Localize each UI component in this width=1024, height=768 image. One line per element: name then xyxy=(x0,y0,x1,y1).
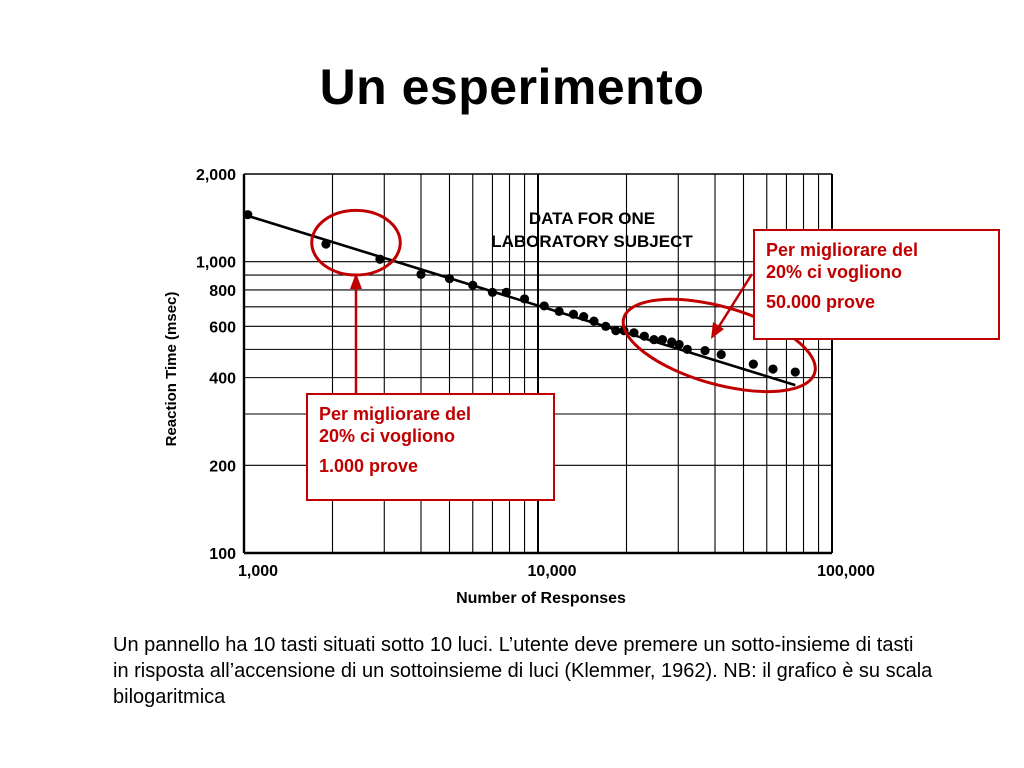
data-point xyxy=(657,335,668,345)
data-point xyxy=(700,346,710,356)
data-point xyxy=(375,254,385,264)
data-point xyxy=(682,344,692,354)
data-point xyxy=(601,321,611,331)
data-point xyxy=(444,273,455,284)
data-point xyxy=(674,339,684,350)
data-point xyxy=(768,364,778,374)
trend-line-group xyxy=(243,213,796,387)
arrow-right-shaft xyxy=(716,273,754,329)
data-annotation-group: DATA FOR ONE LABORATORY SUBJECT xyxy=(491,209,693,251)
trend-line xyxy=(243,213,796,387)
data-point xyxy=(629,328,639,338)
callout-right: Per migliorare del 20% ci vogliono 50.00… xyxy=(753,229,1000,340)
y-tick-label: 200 xyxy=(209,458,236,475)
data-point xyxy=(639,331,649,341)
data-point xyxy=(321,239,331,249)
callout-left-line-3: 1.000 prove xyxy=(319,456,419,476)
y-tick-label: 100 xyxy=(209,546,236,563)
data-point xyxy=(611,326,621,336)
y-tick-label: 2,000 xyxy=(196,167,236,184)
data-point xyxy=(589,316,599,326)
callout-right-line-2: 20% ci vogliono xyxy=(766,262,903,282)
arrow-left-head xyxy=(350,273,362,289)
y-tick-label: 400 xyxy=(209,371,236,388)
data-point xyxy=(716,349,726,360)
data-point xyxy=(487,287,498,297)
data-point xyxy=(748,359,758,369)
y-tick-label: 800 xyxy=(209,283,236,300)
data-point xyxy=(568,309,579,319)
callout-left-line-1: Per migliorare del xyxy=(319,404,472,424)
x-tick-label: 100,000 xyxy=(817,563,875,580)
data-point xyxy=(519,294,530,304)
data-annotation-line-1: DATA FOR ONE xyxy=(529,209,655,228)
data-point xyxy=(416,269,426,279)
data-point xyxy=(667,337,677,347)
callout-left-line-2: 20% ci vogliono xyxy=(319,426,456,446)
y-tick-label: 1,000 xyxy=(196,255,236,272)
data-point xyxy=(501,287,511,297)
data-point xyxy=(790,367,800,377)
data-point xyxy=(243,210,253,220)
data-point xyxy=(554,306,564,317)
data-point xyxy=(539,301,549,311)
callout-left: Per migliorare del 20% ci vogliono 1.000… xyxy=(306,393,555,501)
x-tick-label: 1,000 xyxy=(238,563,278,580)
y-tick-label: 600 xyxy=(209,319,236,336)
x-axis-label: Number of Responses xyxy=(456,590,626,607)
data-point xyxy=(579,311,589,322)
y-axis-label: Reaction Time (msec) xyxy=(163,292,180,447)
arrow-right-head xyxy=(711,322,724,339)
data-point xyxy=(649,335,659,345)
slide-title: Un esperimento xyxy=(319,59,705,115)
data-point xyxy=(468,280,478,290)
callout-right-line-1: Per migliorare del xyxy=(766,240,919,260)
data-annotation-line-2: LABORATORY SUBJECT xyxy=(491,232,693,251)
data-points xyxy=(243,210,800,377)
callout-right-line-3: 50.000 prove xyxy=(766,292,876,312)
slide-caption: Un pannello ha 10 tasti situati sotto 10… xyxy=(113,634,933,708)
x-tick-label: 10,000 xyxy=(528,563,577,580)
annotation-arrows xyxy=(350,273,754,393)
